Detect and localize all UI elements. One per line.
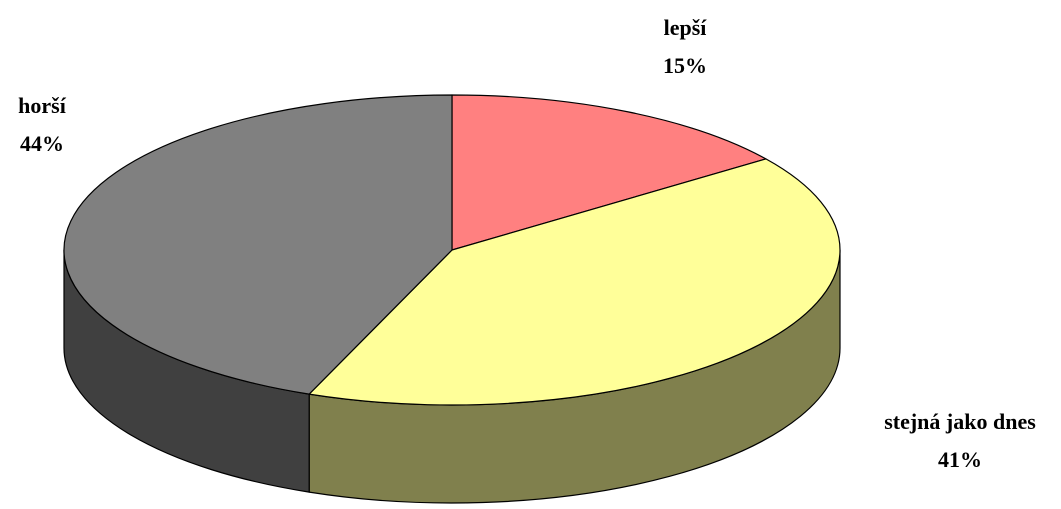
value-label: 44% xyxy=(20,131,64,156)
category-label: horší xyxy=(18,93,67,118)
value-label: 41% xyxy=(938,447,982,472)
category-label: lepší xyxy=(664,15,708,40)
slice xyxy=(63,94,453,395)
category-label: stejná jako dnes xyxy=(884,409,1036,434)
value-label: 15% xyxy=(663,53,707,78)
slice xyxy=(451,94,767,251)
slice xyxy=(308,158,841,406)
